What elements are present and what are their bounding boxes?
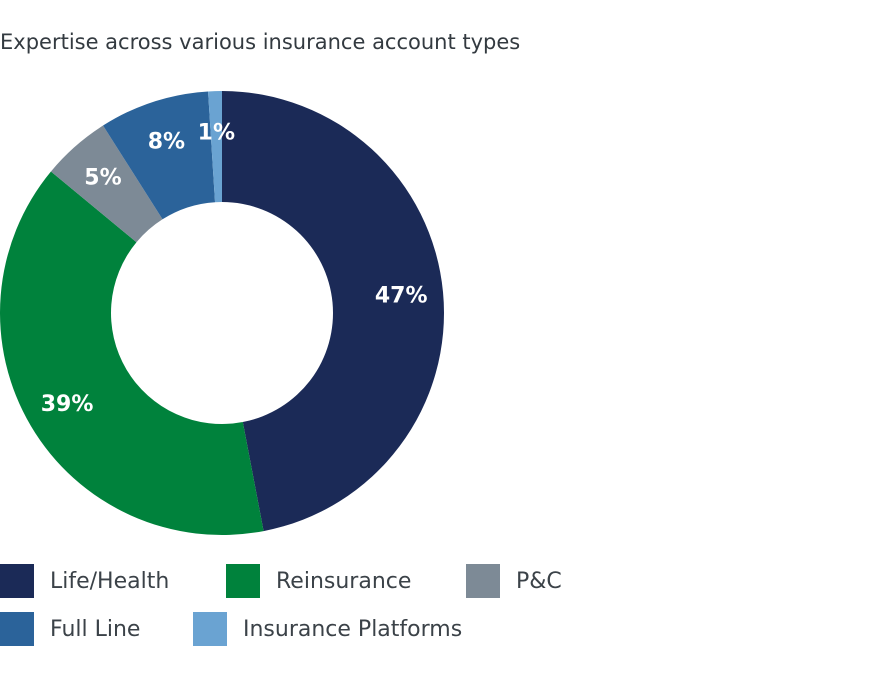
legend-item-full-line: Full Line	[0, 612, 140, 646]
slice-reinsurance	[0, 171, 264, 535]
legend-swatch-insurance-platforms	[193, 612, 227, 646]
legend-swatch-reinsurance	[226, 564, 260, 598]
legend-label-full-line: Full Line	[50, 616, 141, 642]
legend-swatch-p-and-c	[466, 564, 500, 598]
slice-label-insurance-platforms: 1%	[198, 121, 235, 146]
legend-item-reinsurance: Reinsurance	[226, 564, 411, 598]
slice-p-c	[50, 125, 163, 243]
slice-label-life-health: 47%	[375, 284, 428, 309]
slice-full-line	[103, 91, 216, 220]
legend: Life/Health Reinsurance P&C Full Line In…	[0, 564, 600, 664]
legend-item-life-health: Life/Health	[0, 564, 169, 598]
slice-label-full-line: 8%	[148, 129, 185, 154]
legend-label-insurance-platforms: Insurance Platforms	[243, 616, 463, 642]
legend-label-p-and-c: P&C	[516, 568, 562, 594]
legend-item-insurance-platforms: Insurance Platforms	[193, 612, 462, 646]
legend-label-reinsurance: Reinsurance	[276, 568, 412, 594]
legend-swatch-full-line	[0, 612, 34, 646]
legend-swatch-life-health	[0, 564, 34, 598]
legend-label-life-health: Life/Health	[50, 568, 170, 594]
chart-title: Expertise across various insurance accou…	[0, 30, 521, 54]
legend-item-p-and-c: P&C	[466, 564, 562, 598]
slice-insurance-platforms	[208, 91, 222, 203]
slice-life-health	[222, 91, 444, 532]
slice-label-p-c: 5%	[84, 165, 121, 190]
slice-label-reinsurance: 39%	[41, 392, 94, 417]
donut-chart: 47% 39% 5% 8% 1%	[0, 91, 444, 535]
